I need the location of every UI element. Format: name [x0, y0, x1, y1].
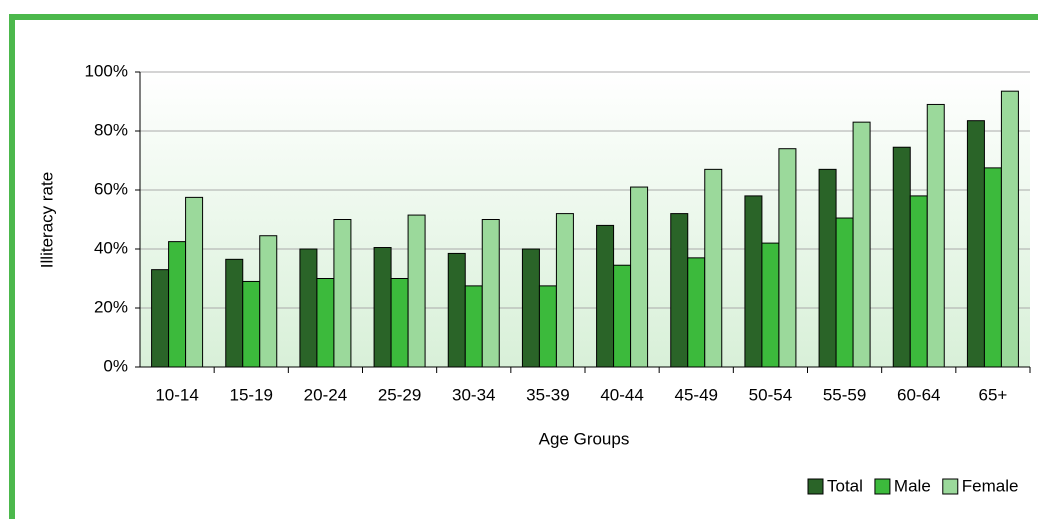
- y-tick-label: 0%: [103, 356, 128, 375]
- bar: [299, 248, 318, 368]
- y-tick-label: 100%: [85, 61, 128, 80]
- bar: [926, 103, 945, 368]
- bar: [818, 168, 837, 368]
- bar: [333, 219, 352, 368]
- bar: [983, 167, 1002, 368]
- bar: [852, 121, 871, 368]
- x-tick-label: 60-64: [897, 385, 940, 404]
- bar: [744, 195, 763, 368]
- bar: [225, 258, 244, 368]
- y-tick-label: 20%: [94, 297, 128, 316]
- y-tick-label: 80%: [94, 120, 128, 139]
- bar: [168, 241, 187, 368]
- bar: [892, 146, 911, 368]
- legend-swatch: [874, 478, 891, 495]
- x-tick-label: 15-19: [230, 385, 273, 404]
- x-tick-label: 25-29: [378, 385, 421, 404]
- bar: [778, 148, 797, 368]
- bar: [521, 248, 540, 368]
- x-tick-label: 65+: [978, 385, 1007, 404]
- bar: [596, 224, 615, 368]
- bar: [151, 269, 170, 368]
- bar: [966, 120, 985, 368]
- frame: [9, 14, 1038, 519]
- legend-label: Male: [894, 476, 931, 495]
- x-axis-label: Age Groups: [539, 429, 630, 448]
- legend-swatch: [942, 478, 959, 495]
- legend-label: Female: [962, 476, 1019, 495]
- y-tick-label: 60%: [94, 179, 128, 198]
- bar: [373, 247, 392, 368]
- plot-area: [140, 72, 1030, 367]
- bar: [447, 252, 466, 368]
- bar: [687, 257, 706, 368]
- bar: [464, 285, 483, 368]
- x-tick-label: 10-14: [155, 385, 198, 404]
- x-tick-label: 30-34: [452, 385, 495, 404]
- x-tick-label: 45-49: [675, 385, 718, 404]
- bar: [259, 235, 278, 368]
- bar: [630, 186, 649, 368]
- bar: [670, 213, 689, 368]
- y-axis-label: Illiteracy rate: [37, 172, 56, 268]
- bar: [555, 213, 574, 368]
- bar: [761, 242, 780, 368]
- x-tick-label: 20-24: [304, 385, 347, 404]
- bar: [185, 196, 204, 368]
- caption-strip: [0, 0, 1038, 12]
- bar: [316, 278, 335, 368]
- bar: [613, 264, 632, 368]
- bar: [835, 217, 854, 368]
- bar: [538, 285, 557, 368]
- bar: [704, 168, 723, 368]
- bar: [242, 280, 261, 368]
- bar: [909, 195, 928, 368]
- bar: [390, 278, 409, 368]
- x-tick-label: 55-59: [823, 385, 866, 404]
- legend-swatch: [807, 478, 824, 495]
- bar: [481, 219, 500, 368]
- x-tick-label: 35-39: [526, 385, 569, 404]
- x-tick-label: 50-54: [749, 385, 792, 404]
- y-tick-label: 40%: [94, 238, 128, 257]
- bar: [1000, 90, 1019, 368]
- bar: [407, 214, 426, 368]
- legend-label: Total: [827, 476, 863, 495]
- x-tick-label: 40-44: [600, 385, 643, 404]
